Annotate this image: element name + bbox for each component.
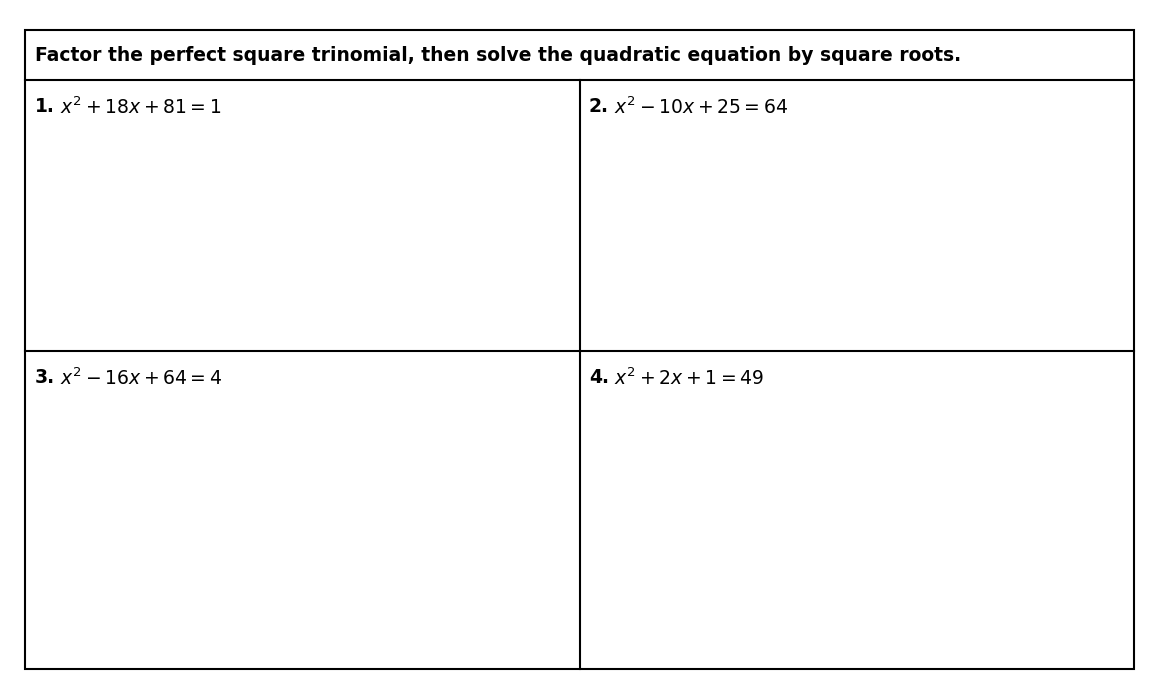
Text: $x^2-16x+64=4$: $x^2-16x+64=4$ — [60, 368, 223, 389]
Text: 4.: 4. — [589, 368, 608, 387]
Text: 2.: 2. — [589, 97, 608, 116]
Text: $x^2-10x+25=64$: $x^2-10x+25=64$ — [614, 97, 788, 118]
Text: 3.: 3. — [35, 368, 54, 387]
Text: $x^2+18x+81=1$: $x^2+18x+81=1$ — [60, 97, 221, 118]
Text: 1.: 1. — [35, 97, 54, 116]
Text: $x^2+2x+1=49$: $x^2+2x+1=49$ — [614, 368, 764, 389]
Text: Factor the perfect square trinomial, then solve the quadratic equation by square: Factor the perfect square trinomial, the… — [35, 45, 961, 64]
